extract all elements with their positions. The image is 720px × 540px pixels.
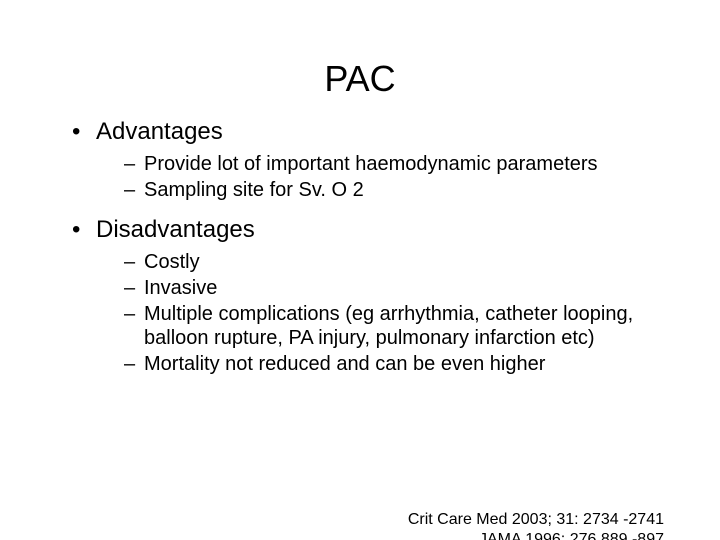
item-text: Mortality not reduced and can be even hi… [144, 353, 545, 375]
item-text: Provide lot of important haemodynamic pa… [144, 153, 598, 175]
item-text: Multiple complications (eg arrhythmia, c… [144, 303, 633, 349]
content-list: Advantages Provide lot of important haem… [0, 118, 720, 376]
citation-line: JAMA 1996; 276 889 -897 [408, 530, 664, 540]
section-heading: Advantages [96, 118, 223, 145]
disadvantages-items: Costly Invasive Multiple complications (… [96, 250, 660, 376]
slide: PAC Advantages Provide lot of important … [0, 58, 720, 540]
slide-title: PAC [0, 58, 720, 100]
list-item: Costly [124, 250, 660, 274]
item-text: Sampling site for Sv. O 2 [144, 179, 364, 201]
advantages-items: Provide lot of important haemodynamic pa… [96, 152, 660, 202]
list-item: Multiple complications (eg arrhythmia, c… [124, 302, 660, 350]
citation-line: Crit Care Med 2003; 31: 2734 -2741 [408, 510, 664, 530]
list-item: Provide lot of important haemodynamic pa… [124, 152, 660, 176]
section-disadvantages: Disadvantages Costly Invasive Multiple c… [72, 216, 660, 376]
list-item: Invasive [124, 276, 660, 300]
item-text: Invasive [144, 277, 217, 299]
list-item: Mortality not reduced and can be even hi… [124, 352, 660, 376]
citations: Crit Care Med 2003; 31: 2734 -2741 JAMA … [408, 510, 664, 540]
list-item: Sampling site for Sv. O 2 [124, 178, 660, 202]
section-heading: Disadvantages [96, 216, 255, 243]
item-text: Costly [144, 251, 200, 273]
section-advantages: Advantages Provide lot of important haem… [72, 118, 660, 202]
